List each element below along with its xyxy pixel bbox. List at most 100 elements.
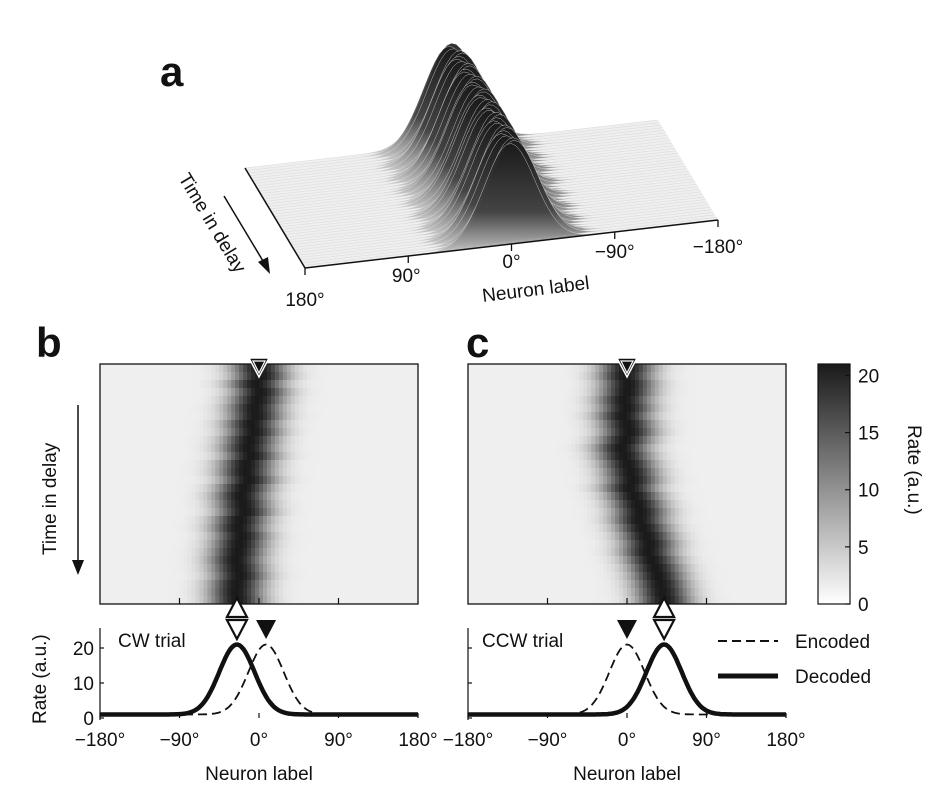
heatmap-cell bbox=[539, 540, 544, 549]
heatmap-cell bbox=[103, 404, 109, 413]
line-plot-c: −180° −90° 0° 90° 180° bbox=[443, 618, 806, 751]
heatmap-cell bbox=[527, 372, 533, 381]
heatmap-cell bbox=[350, 372, 355, 381]
heatmap-cell bbox=[503, 484, 509, 493]
heatmap-cell bbox=[251, 460, 256, 469]
time-axis-line bbox=[244, 167, 306, 269]
heatmap-cell bbox=[195, 492, 200, 501]
heatmap-cell bbox=[734, 580, 739, 589]
heatmap-cell bbox=[519, 596, 525, 605]
heatmap-cell bbox=[358, 476, 363, 485]
heatmap-cell bbox=[722, 468, 727, 477]
heatmap-cell bbox=[774, 484, 779, 493]
heatmap-cell bbox=[100, 404, 105, 413]
heatmap-cell bbox=[103, 516, 109, 525]
heatmap-cell bbox=[290, 476, 296, 485]
heatmap-cell bbox=[167, 492, 172, 501]
heatmap-cell bbox=[694, 508, 699, 517]
heatmap-cell bbox=[571, 476, 576, 485]
heatmap-cell bbox=[702, 468, 707, 477]
heatmap-cell bbox=[374, 420, 379, 429]
heatmap-cell bbox=[758, 500, 763, 509]
heatmap-cell bbox=[127, 500, 133, 509]
heatmap-cell bbox=[398, 452, 403, 461]
heatmap-cell bbox=[239, 372, 244, 381]
heatmap-cell bbox=[619, 596, 624, 605]
heatmap-cell bbox=[179, 532, 184, 541]
heatmap-cell bbox=[603, 564, 608, 573]
heatmap-cell bbox=[115, 444, 121, 453]
heatmap-cell bbox=[555, 540, 560, 549]
heatmap-cell bbox=[487, 564, 493, 573]
heatmap-cell bbox=[627, 404, 632, 413]
heatmap-cell bbox=[251, 420, 256, 429]
heatmap-cell bbox=[151, 460, 157, 469]
heatmap-cell bbox=[366, 404, 371, 413]
heatmap-cell bbox=[100, 412, 105, 421]
heatmap-cell bbox=[591, 444, 596, 453]
heatmap-cell bbox=[758, 372, 763, 381]
heatmap-cell bbox=[579, 476, 584, 485]
heatmap-cell bbox=[599, 468, 604, 477]
heatmap-cell bbox=[143, 500, 149, 509]
heatmap-cell bbox=[219, 564, 224, 573]
heatmap-cell bbox=[290, 428, 296, 437]
heatmap-cell bbox=[119, 476, 125, 485]
heatmap-cell bbox=[615, 572, 620, 581]
heatmap-cell bbox=[219, 588, 224, 597]
heatmap-cell bbox=[583, 572, 588, 581]
heatmap-cell bbox=[354, 556, 359, 565]
heatmap-cell bbox=[774, 396, 779, 405]
heatmap-cell bbox=[187, 548, 192, 557]
heatmap-cell bbox=[742, 532, 747, 541]
heatmap-cell bbox=[338, 540, 343, 549]
heatmap-cell bbox=[298, 396, 304, 405]
heatmap-cell bbox=[543, 444, 548, 453]
heatmap-cell bbox=[207, 540, 212, 549]
heatmap-cell bbox=[390, 380, 395, 389]
heatmap-cell bbox=[402, 564, 407, 573]
legend-encoded-label: Encoded bbox=[795, 632, 870, 653]
heatmap-cell bbox=[239, 492, 244, 501]
heatmap-cell bbox=[123, 548, 129, 557]
heatmap-cell bbox=[670, 564, 676, 573]
heatmap-cell bbox=[394, 460, 399, 469]
heatmap-cell bbox=[698, 420, 703, 429]
heatmap-cell bbox=[495, 436, 501, 445]
heatmap-cell bbox=[551, 596, 556, 605]
heatmap-cell bbox=[382, 548, 387, 557]
heatmap-cell bbox=[627, 444, 632, 453]
heatmap-cell bbox=[330, 524, 335, 533]
heatmap-cell bbox=[199, 388, 204, 397]
heatmap-cell bbox=[179, 596, 184, 605]
heatmap-cell bbox=[286, 492, 292, 501]
heatmap-cell bbox=[547, 564, 552, 573]
heatmap-cell bbox=[479, 492, 485, 501]
heatmap-cell bbox=[235, 436, 240, 445]
heatmap-cell bbox=[127, 532, 133, 541]
heatmap-cell bbox=[766, 412, 771, 421]
heatmap-cell bbox=[123, 420, 129, 429]
heatmap-cell bbox=[183, 540, 188, 549]
heatmap-cell bbox=[746, 492, 751, 501]
heatmap-cell bbox=[543, 516, 548, 525]
heatmap-cell bbox=[702, 580, 707, 589]
heatmap-cell bbox=[330, 548, 335, 557]
heatmap-cell bbox=[386, 396, 391, 405]
heatmap-cell bbox=[191, 532, 196, 541]
heatmap-cell bbox=[219, 388, 224, 397]
heatmap-cell bbox=[179, 492, 184, 501]
heatmap-cell bbox=[627, 460, 632, 469]
heatmap-cell bbox=[119, 492, 125, 501]
heatmap-cell bbox=[338, 372, 343, 381]
heatmap-cell bbox=[322, 516, 327, 525]
heatmap-cell bbox=[386, 468, 391, 477]
heatmap-cell bbox=[374, 500, 379, 509]
heatmap-cell bbox=[714, 484, 719, 493]
heatmap-cell bbox=[231, 364, 236, 373]
heatmap-cell bbox=[199, 572, 204, 581]
heatmap-cell bbox=[475, 556, 481, 565]
heatmap-cell bbox=[386, 476, 391, 485]
heatmap-cell bbox=[298, 364, 304, 373]
heatmap-cell bbox=[766, 484, 771, 493]
